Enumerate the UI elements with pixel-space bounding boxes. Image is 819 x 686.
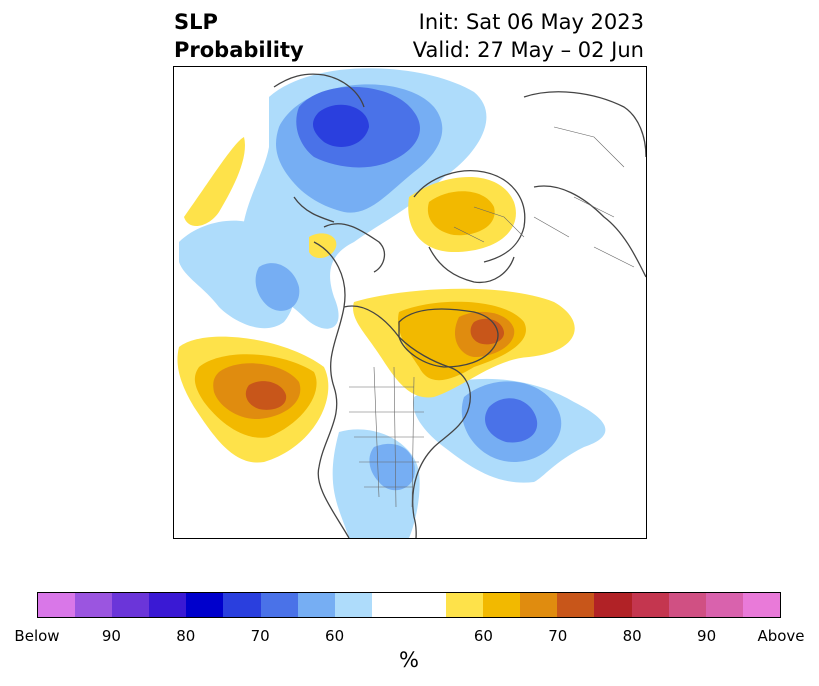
colorbar-below-segment [112, 593, 150, 617]
colorbar-tick-label: 80 [622, 627, 642, 645]
colorbar-tick-label: 90 [101, 627, 121, 645]
colorbar-below-segment [75, 593, 113, 617]
colorbar-above-segment [705, 593, 743, 617]
above-60-pacific-north [184, 137, 245, 227]
below-90-arctic [312, 104, 369, 147]
map-title: SLP Probability [174, 8, 304, 64]
title-line-1: SLP [174, 10, 218, 34]
probability-map [173, 66, 647, 539]
above-60-alaska-patch [309, 233, 337, 259]
title-line-2: Probability [174, 38, 304, 62]
colorbar-tick-label: 70 [548, 627, 568, 645]
colorbar-above-segment [520, 593, 558, 617]
colorbar-neutral-segment [371, 593, 447, 617]
colorbar-below-segment [260, 593, 298, 617]
colorbar-below-segment [223, 593, 261, 617]
colorbar-above-segment [446, 593, 484, 617]
colorbar-above-segment [594, 593, 632, 617]
colorbar-below-segment [334, 593, 372, 617]
colorbar-above-segment [631, 593, 669, 617]
colorbar-above-segment [668, 593, 706, 617]
colorbar-tick-label: 90 [697, 627, 717, 645]
colorbar-unit: % [399, 648, 419, 672]
colorbar-below-segment [186, 593, 224, 617]
colorbar-below-segment [149, 593, 187, 617]
colorbar-below-segment [297, 593, 335, 617]
borders [349, 126, 635, 508]
above-75-pacific [245, 381, 287, 410]
init-date: Init: Sat 06 May 2023 [418, 10, 644, 34]
colorbar-tick-label: 60 [325, 627, 345, 645]
above-65-scandinavia [427, 191, 495, 236]
below-80-atlantic [485, 398, 538, 443]
colorbar-above-segment [557, 593, 595, 617]
below-70-us [369, 443, 415, 491]
above-75-greenland [470, 318, 505, 345]
map-svg [177, 68, 646, 538]
coastlines [273, 73, 646, 538]
below-70-pacific [255, 263, 300, 311]
colorbar-tick-label: 80 [176, 627, 196, 645]
colorbar-below-segment [38, 593, 76, 617]
colorbar-tick-label: Below [14, 627, 60, 645]
colorbar-above-segment [742, 593, 780, 617]
colorbar-tick-label: 60 [473, 627, 493, 645]
colorbar-tick-label: Above [757, 627, 805, 645]
colorbar-above-segment [483, 593, 521, 617]
colorbar-tick-label: 70 [250, 627, 270, 645]
valid-range: Valid: 27 May – 02 Jun [412, 38, 644, 62]
colorbar [37, 592, 781, 618]
date-info: Init: Sat 06 May 2023 Valid: 27 May – 02… [413, 8, 644, 64]
